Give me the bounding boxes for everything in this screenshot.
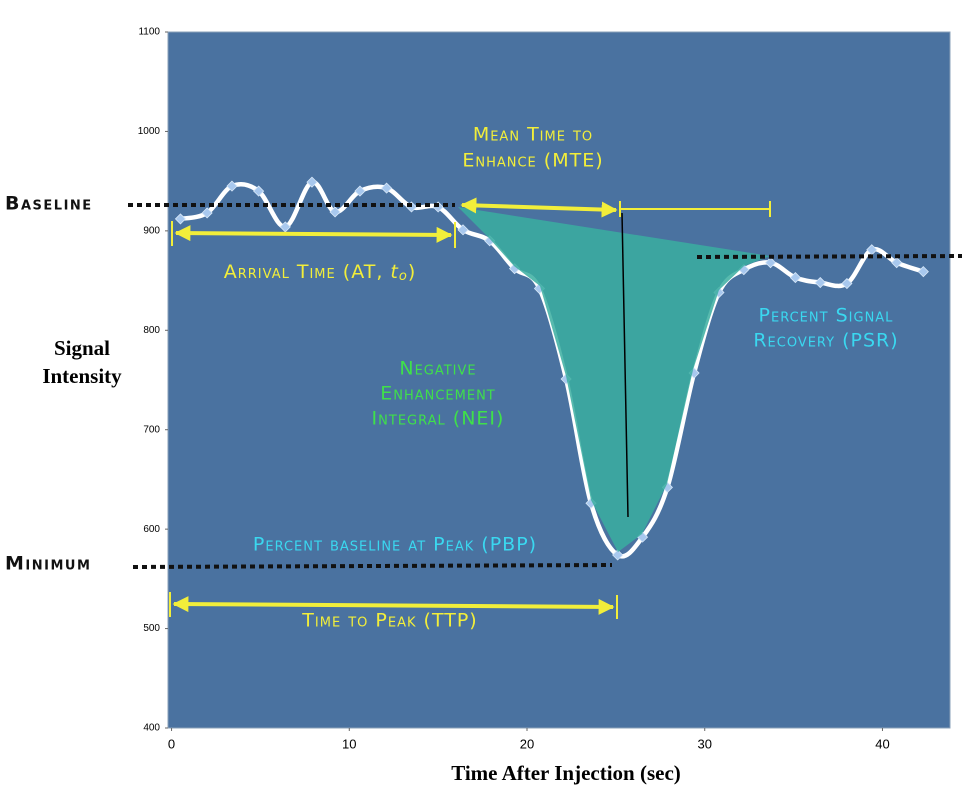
mte-line [621, 212, 629, 518]
x-tick-label: 30 [698, 736, 712, 751]
data-point [381, 182, 393, 194]
y-axis-title: Intensity [42, 364, 122, 388]
data-point [354, 185, 366, 197]
mte-label: Mean Time to [473, 124, 593, 146]
nei-label: Enhancement [380, 383, 496, 405]
y-tick-label: 500 [143, 623, 160, 634]
minimum-line [132, 563, 613, 569]
psr-label: Percent Signal [759, 305, 894, 327]
psr-label: Recovery (PSR) [753, 330, 898, 352]
x-axis-title: Time After Injection (sec) [451, 761, 681, 785]
data-point [226, 180, 238, 192]
y-tick-label: 1100 [138, 27, 160, 38]
data-point [841, 277, 853, 290]
x-tick-label: 10 [342, 736, 356, 751]
y-tick-label: 800 [143, 325, 160, 336]
annotation-shapes [128, 197, 963, 619]
y-tick-label: 600 [143, 524, 160, 535]
pbp-label: Percent baseline at Peak (PBP) [253, 534, 537, 556]
data-point [329, 206, 341, 218]
at-label: Arrival Time (AT, to) [224, 261, 417, 284]
at-end: ) [408, 261, 416, 283]
ttp-arrow [172, 596, 615, 615]
minimum-label: Minimum [5, 553, 91, 575]
data-point [306, 176, 318, 188]
y-tick-label: 400 [143, 723, 160, 734]
mte-label: Enhance (MTE) [462, 150, 603, 172]
at-subscript: o [399, 269, 408, 284]
data-point [612, 549, 624, 561]
data-point [814, 276, 826, 289]
y-tick-label: 1000 [138, 126, 161, 137]
nei-label: Negative [399, 358, 476, 380]
recovery-line [696, 254, 963, 259]
x-tick-label: 20 [520, 736, 534, 751]
mte-arrow [460, 197, 618, 218]
at-text: Arrival Time (AT, [224, 261, 391, 283]
baseline-label: Baseline [5, 193, 93, 215]
x-tick-label: 0 [168, 736, 175, 751]
data-point [891, 257, 903, 269]
at-arrow [174, 225, 453, 243]
data-point [174, 213, 187, 225]
data-point [457, 224, 469, 236]
y-axis-title: Signal [54, 336, 110, 360]
nei-label: Integral (NEI) [372, 408, 505, 430]
x-tick-label: 40 [875, 736, 889, 751]
data-point [201, 207, 213, 219]
marks [174, 176, 929, 561]
ttp-label: Time to Peak (TTP) [301, 610, 477, 632]
nei-area [458, 207, 770, 552]
data-point [917, 266, 929, 278]
labels: Baseline Minimum Signal Intensity Time A… [5, 124, 898, 785]
data-point [764, 257, 777, 269]
data-point [253, 185, 265, 197]
data-point [789, 272, 801, 284]
at-symbol: t [390, 261, 399, 283]
y-tick-label: 900 [143, 225, 160, 236]
y-tick-label: 700 [143, 424, 160, 435]
